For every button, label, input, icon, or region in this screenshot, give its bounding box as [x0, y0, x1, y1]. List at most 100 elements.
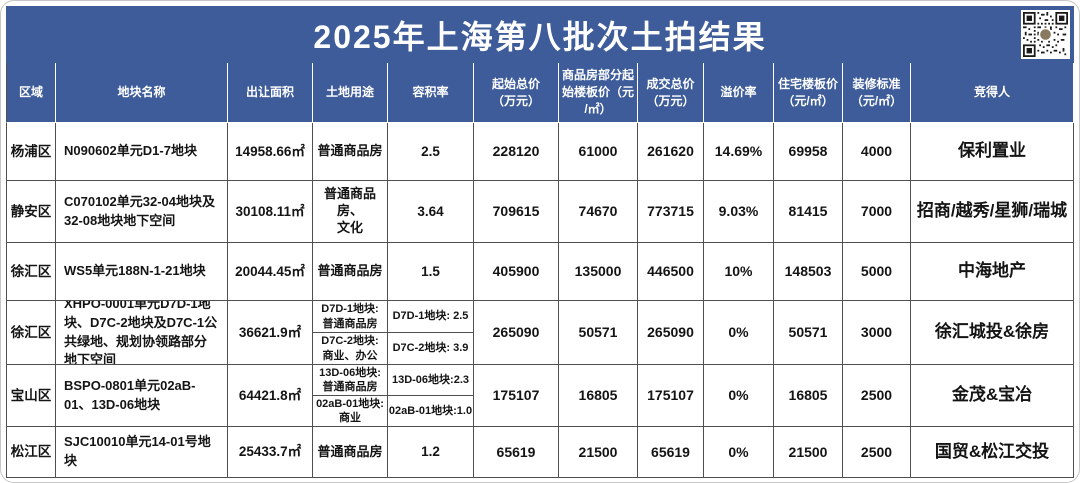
region-cell: 静安区 — [6, 181, 56, 243]
premium-cell: 0% — [704, 365, 774, 427]
land-use-cell: 13D-06地块: 普通商品房 02aB-01地块: 商业 — [313, 365, 388, 427]
table-row: 静安区 C070102单元32-04地块及32-08地块地下空间 30108.1… — [6, 181, 1074, 243]
column-header-transfer-area: 出让面积 — [228, 63, 313, 123]
table-row: 杨浦区 N090602单元D1-7地块 14958.66㎡ 普通商品房 2.5 … — [6, 123, 1074, 181]
column-header-premium-rate: 溢价率 — [704, 63, 774, 123]
column-header-region: 区域 — [6, 63, 56, 123]
land-use-subcell: D7C-2地块: 商业、办公 — [321, 335, 379, 362]
far-subcell: D7C-2地块: 3.9 — [392, 342, 469, 355]
decoration-cell: 2500 — [843, 427, 911, 478]
residential-floor-price-cell: 148503 — [774, 243, 843, 301]
final-price-cell: 261620 — [638, 123, 704, 181]
area-cell: 25433.7㎡ — [228, 427, 313, 478]
starting-floor-price-cell: 16805 — [559, 365, 638, 427]
far-cell: D7D-1地块: 2.5 D7C-2地块: 3.9 — [388, 301, 474, 365]
winner-cell: 保利置业 — [911, 123, 1074, 181]
region-cell: 徐汇区 — [6, 301, 56, 365]
starting-floor-price-cell: 74670 — [559, 181, 638, 243]
premium-cell: 9.03% — [704, 181, 774, 243]
winner-cell: 金茂&宝冶 — [911, 365, 1074, 427]
column-header-decoration-standard: 装修标准 （元/㎡） — [843, 63, 911, 123]
winner-cell: 招商/越秀/星狮/瑞城 — [911, 181, 1074, 243]
area-cell: 64421.8㎡ — [228, 365, 313, 427]
plot-name-cell: C070102单元32-04地块及32-08地块地下空间 — [56, 181, 228, 243]
column-header-floor-area-ratio: 容积率 — [388, 63, 474, 123]
premium-cell: 14.69% — [704, 123, 774, 181]
premium-cell: 0% — [704, 427, 774, 478]
table-row: 宝山区 BSPO-0801单元02aB-01、13D-06地块 64421.8㎡… — [6, 365, 1074, 427]
starting-floor-price-cell: 61000 — [559, 123, 638, 181]
region-cell: 杨浦区 — [6, 123, 56, 181]
area-cell: 36621.9㎡ — [228, 301, 313, 365]
results-table: 区域 地块名称 出让面积 土地用途 容积率 起始总价 （万元） 商品房部分起 始… — [6, 63, 1074, 478]
qr-code-icon — [1021, 10, 1070, 59]
far-cell: 3.64 — [388, 181, 474, 243]
far-cell: 2.5 — [388, 123, 474, 181]
table-row: 徐汇区 XHPO-0001单元D7D-1地块、D7C-2地块及D7C-1公共绿地… — [6, 301, 1074, 365]
plot-name-cell: XHPO-0001单元D7D-1地块、D7C-2地块及D7C-1公共绿地、规划协… — [56, 301, 228, 365]
column-header-winner: 竞得人 — [911, 63, 1074, 123]
page-title: 2025年上海第八批次土拍结果 — [313, 18, 767, 55]
starting-price-cell: 228120 — [474, 123, 559, 181]
column-header-starting-floor-price: 商品房部分起 始楼板价（元 /㎡） — [559, 63, 638, 123]
title-banner: 2025年上海第八批次土拍结果 — [6, 6, 1074, 63]
column-header-final-total-price: 成交总价 （万元） — [638, 63, 704, 123]
far-cell: 1.5 — [388, 243, 474, 301]
starting-floor-price-cell: 21500 — [559, 427, 638, 478]
starting-floor-price-cell: 50571 — [559, 301, 638, 365]
region-cell: 徐汇区 — [6, 243, 56, 301]
land-use-cell: 普通商品房 — [313, 427, 388, 478]
final-price-cell: 446500 — [638, 243, 704, 301]
land-use-subcell: D7D-1地块: 普通商品房 — [313, 301, 387, 333]
region-cell: 松江区 — [6, 427, 56, 478]
land-use-cell: 普通商品房 — [313, 123, 388, 181]
far-cell: 13D-06地块:2.3 02aB-01地块:1.0 — [388, 365, 474, 427]
far-subcell: 13D-06地块:2.3 — [388, 365, 473, 396]
land-use-subcell: 13D-06地块: 普通商品房 — [313, 365, 387, 396]
far-subcell: 02aB-01地块:1.0 — [388, 404, 473, 417]
column-header-residential-floor-price: 住宅楼板价 （元/㎡） — [774, 63, 843, 123]
table-row: 徐汇区 WS5单元188N-1-21地块 20044.45㎡ 普通商品房 1.5… — [6, 243, 1074, 301]
plot-name-cell: SJC10010单元14-01号地块 — [56, 427, 228, 478]
residential-floor-price-cell: 21500 — [774, 427, 843, 478]
starting-floor-price-cell: 135000 — [559, 243, 638, 301]
premium-cell: 0% — [704, 301, 774, 365]
area-cell: 20044.45㎡ — [228, 243, 313, 301]
area-cell: 30108.11㎡ — [228, 181, 313, 243]
far-cell: 1.2 — [388, 427, 474, 478]
card-inner: 2025年上海第八批次土拍结果 — [6, 6, 1074, 478]
winner-cell: 中海地产 — [911, 243, 1074, 301]
plot-name-cell: N090602单元D1-7地块 — [56, 123, 228, 181]
residential-floor-price-cell: 81415 — [774, 181, 843, 243]
starting-price-cell: 65619 — [474, 427, 559, 478]
residential-floor-price-cell: 16805 — [774, 365, 843, 427]
decoration-cell: 4000 — [843, 123, 911, 181]
land-use-cell: 普通商品房 — [313, 243, 388, 301]
decoration-cell: 7000 — [843, 181, 911, 243]
final-price-cell: 175107 — [638, 365, 704, 427]
decoration-cell: 5000 — [843, 243, 911, 301]
land-use-cell: D7D-1地块: 普通商品房 D7C-2地块: 商业、办公 — [313, 301, 388, 365]
residential-floor-price-cell: 69958 — [774, 123, 843, 181]
decoration-cell: 2500 — [843, 365, 911, 427]
area-cell: 14958.66㎡ — [228, 123, 313, 181]
starting-price-cell: 175107 — [474, 365, 559, 427]
plot-name-cell: WS5单元188N-1-21地块 — [56, 243, 228, 301]
far-subcell: D7D-1地块: 2.5 — [388, 301, 473, 333]
starting-price-cell: 709615 — [474, 181, 559, 243]
land-use-cell: 普通商品房、 文化 — [313, 181, 388, 243]
table-header-row: 区域 地块名称 出让面积 土地用途 容积率 起始总价 （万元） 商品房部分起 始… — [6, 63, 1074, 123]
land-use-subcell: 02aB-01地块: 商业 — [316, 397, 384, 424]
winner-cell: 徐汇城投&徐房 — [911, 301, 1074, 365]
starting-price-cell: 265090 — [474, 301, 559, 365]
column-header-starting-total-price: 起始总价 （万元） — [474, 63, 559, 123]
final-price-cell: 265090 — [638, 301, 704, 365]
decoration-cell: 3000 — [843, 301, 911, 365]
premium-cell: 10% — [704, 243, 774, 301]
column-header-plot-name: 地块名称 — [56, 63, 228, 123]
table-row: 松江区 SJC10010单元14-01号地块 25433.7㎡ 普通商品房 1.… — [6, 427, 1074, 478]
column-header-land-use: 土地用途 — [313, 63, 388, 123]
starting-price-cell: 405900 — [474, 243, 559, 301]
final-price-cell: 773715 — [638, 181, 704, 243]
